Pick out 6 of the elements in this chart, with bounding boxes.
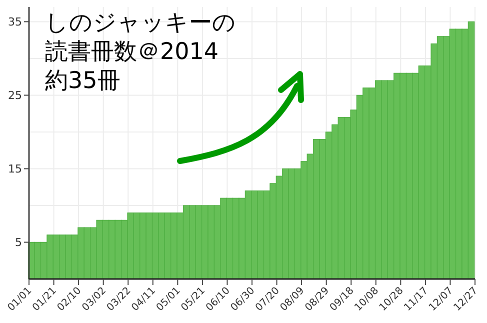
y-tick-label: 35 bbox=[8, 16, 22, 29]
y-tick-label: 15 bbox=[8, 162, 22, 176]
text: 約35冊 bbox=[45, 68, 120, 94]
y-tick-label: 25 bbox=[8, 89, 22, 102]
y-tick-label: 5 bbox=[15, 236, 22, 250]
text: しのジャッキーの読書冊数＠2014 bbox=[45, 10, 236, 65]
